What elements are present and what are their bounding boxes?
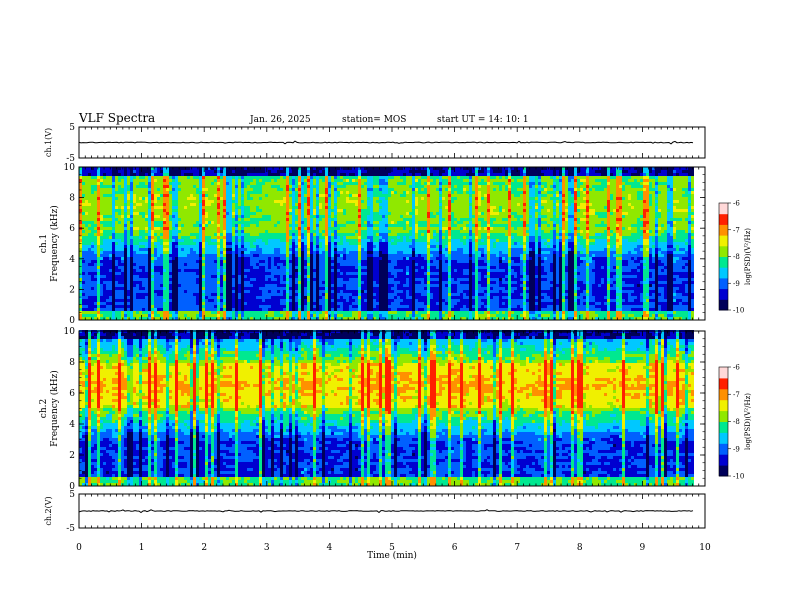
- ylabel-ch1-waveform: ch.1(V): [44, 128, 53, 157]
- colorbar-segment: [719, 213, 728, 225]
- ytick-label-ch1-spectrogram: 8: [69, 194, 75, 204]
- ytick-label-ch1-spectrogram: 2: [69, 285, 75, 295]
- colorbar-tick-label: -10: [733, 307, 744, 315]
- ytick-label-ch2-spectrogram: 6: [69, 389, 75, 399]
- colorbar-tick-label: -8: [733, 418, 740, 426]
- colorbar-segment: [719, 277, 728, 290]
- ytick-label-ch2-waveform: -5: [66, 524, 75, 534]
- ylabel-ch2-spectrogram: ch.2: [39, 399, 49, 418]
- ylabel-ch1-spectrogram: ch.1: [39, 234, 49, 253]
- spectrogram-ch2: [79, 330, 694, 486]
- waveform-trace-ch1: [78, 140, 694, 145]
- colorbar-tick-label: -9: [733, 445, 740, 453]
- ylabel-ch2-waveform: ch.2(V): [44, 496, 53, 525]
- colorbar-segment: [719, 235, 728, 247]
- colorbar-segment: [719, 432, 728, 444]
- colorbar-segment: [719, 454, 728, 466]
- colorbar-tick-label: -10: [733, 473, 744, 481]
- xtick-label: 5: [389, 543, 395, 553]
- xtick-label: 10: [699, 543, 711, 553]
- colorbar-segment: [719, 465, 728, 477]
- colorbar-segment: [719, 443, 728, 455]
- colorbar-tick-label: -7: [733, 226, 740, 234]
- xtick-label: 7: [514, 543, 520, 553]
- colorbar-tick-label: -6: [733, 200, 740, 208]
- colorbar-segment: [719, 367, 728, 379]
- start-time-label: start UT = 14: 10: 1: [437, 115, 529, 125]
- xtick-label: 3: [264, 543, 270, 553]
- colorbar-tick-label: -6: [733, 364, 740, 372]
- colorbar-segment: [719, 399, 728, 412]
- ylabel-ch2-spectrogram-sub: Frequency (kHz): [49, 370, 60, 447]
- xtick-label: 1: [139, 543, 145, 553]
- colorbar-segment: [719, 224, 728, 236]
- colorbar-segment: [719, 288, 728, 300]
- ytick-label-ch2-spectrogram: 4: [69, 420, 75, 430]
- colorbar-segment: [719, 203, 728, 215]
- colorbar-segment: [719, 410, 728, 422]
- colorbar-segment: [719, 299, 728, 311]
- colorbar-segment: [719, 421, 728, 433]
- colorbar-segment: [719, 388, 728, 401]
- ytick-label-ch1-spectrogram: 10: [64, 163, 76, 173]
- colorbar-segment: [719, 377, 728, 390]
- xtick-label: 6: [452, 543, 458, 553]
- ytick-label-ch1-spectrogram: 4: [69, 255, 75, 265]
- colorbar-tick-label: -7: [733, 391, 740, 399]
- colorbar-tick-label: -9: [733, 280, 740, 288]
- ytick-label-ch2-spectrogram: 0: [69, 482, 75, 492]
- colorbar-segment: [719, 245, 728, 257]
- ytick-label-ch1-spectrogram: 6: [69, 224, 75, 234]
- colorbar-label: log(PSD)(V²/Hz): [744, 393, 752, 450]
- xtick-label: 2: [201, 543, 207, 553]
- ylabel-ch1-spectrogram-sub: Frequency (kHz): [49, 205, 60, 282]
- colorbar-segment: [719, 256, 728, 268]
- xaxis-label: Time (min): [367, 550, 417, 561]
- xtick-label: 4: [327, 543, 333, 553]
- ytick-label-ch1-spectrogram: 0: [69, 316, 75, 326]
- xtick-label: 9: [640, 543, 646, 553]
- xtick-label: 8: [577, 543, 583, 553]
- colorbar-segment: [719, 267, 728, 279]
- colorbar-ch1: -6 -7 -8 -9 -10 log(PSD)(V²/Hz): [718, 200, 752, 315]
- colorbar-label: log(PSD)(V²/Hz): [744, 228, 752, 285]
- ytick-label-ch2-waveform: 5: [69, 490, 75, 500]
- date-label: Jan. 26, 2025: [250, 115, 311, 125]
- xtick-label: 0: [76, 543, 82, 553]
- station-label: station= MOS: [342, 115, 407, 125]
- ytick-label-ch2-spectrogram: 2: [69, 451, 75, 461]
- waveform-trace-ch2: [78, 509, 694, 514]
- spectrogram-ch1: [79, 167, 694, 320]
- chart-title: VLF Spectra: [79, 111, 156, 125]
- ytick-label-ch1-waveform: 5: [69, 123, 75, 133]
- colorbar-ch2: -6 -7 -8 -9 -10 log(PSD)(V²/Hz): [718, 364, 752, 481]
- ytick-label-ch2-spectrogram: 10: [64, 327, 76, 337]
- colorbar-tick-label: -8: [733, 253, 740, 261]
- ytick-label-ch1-waveform: -5: [66, 154, 75, 164]
- ytick-label-ch2-spectrogram: 8: [69, 358, 75, 368]
